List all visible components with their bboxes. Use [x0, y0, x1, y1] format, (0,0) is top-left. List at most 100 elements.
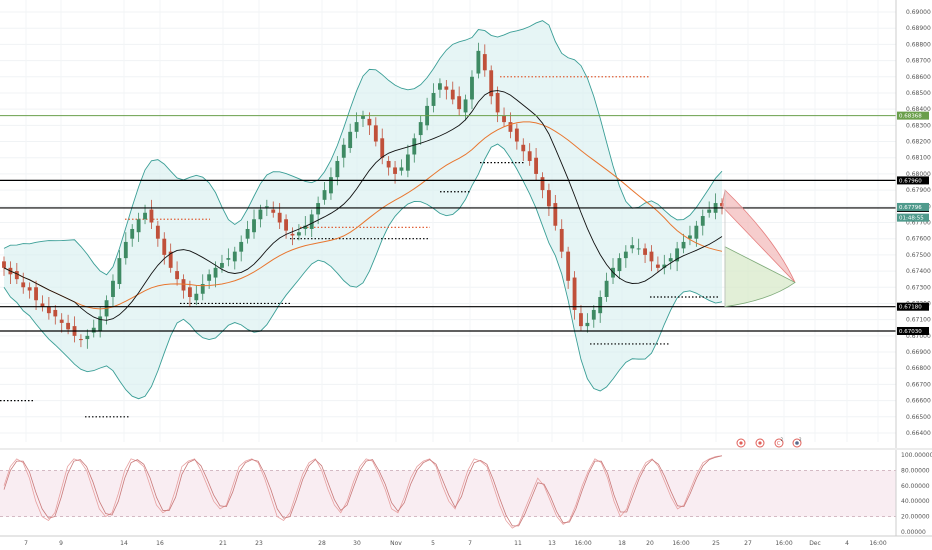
level-badge [897, 326, 929, 335]
candle-body [553, 203, 558, 226]
candle-body [508, 122, 513, 132]
candle-body [316, 203, 321, 215]
candle-body [213, 267, 218, 278]
ma-slow-line [3, 121, 723, 310]
candle-body [2, 261, 6, 268]
candle-body [655, 264, 660, 268]
time-tick-label: Nov [390, 540, 402, 547]
candle-body [143, 212, 147, 220]
time-tick-label: 27 [744, 540, 752, 547]
candle-body [393, 167, 397, 174]
oscillator-series-line [3, 455, 723, 529]
price-tick-label: 0.67300 [906, 284, 931, 291]
price-badge-label: 01:48:55 [899, 216, 924, 222]
candle-body [277, 212, 282, 223]
fan-upper [721, 189, 796, 283]
price-tick-label: 0.68800 [906, 41, 931, 48]
candle-body [527, 151, 532, 161]
oscillator-axis-ticks[interactable]: 100.00000 80.00000 60.00000 40.00000 20.0000… [901, 452, 932, 536]
candle-body [187, 287, 192, 297]
candle-body [450, 89, 455, 100]
candle-body [412, 138, 417, 155]
candle-body [34, 287, 38, 301]
candle-body [53, 309, 58, 317]
time-tick-label: Dec [809, 540, 821, 547]
candle-body [700, 216, 705, 226]
candle-body [604, 280, 609, 297]
moving-averages [3, 90, 723, 321]
candle-body [463, 99, 468, 113]
price-tick-label: 0.66700 [906, 381, 931, 388]
candle-body [534, 157, 539, 174]
time-tick-label: 14 [120, 540, 128, 547]
candle-body [482, 54, 487, 71]
candle-body [636, 248, 641, 250]
price-axis-ticks[interactable]: 0.69000 0.68900 0.68800 0.68700 0.68600 0.685… [906, 9, 931, 437]
time-axis-ticks[interactable]: 7 9 14 16 21 23 28 30 Nov 5 7 11 13 16:00 18 20 16:00 25 2… [24, 540, 887, 547]
candle-body [264, 206, 269, 208]
candle-body [284, 219, 288, 231]
candle-body [303, 225, 308, 229]
candle-body [123, 241, 128, 259]
time-tick-label: 7 [468, 540, 472, 547]
alert-icon[interactable] [736, 438, 746, 448]
candle-body [675, 248, 680, 262]
candle-body [226, 258, 231, 260]
candle-body [566, 251, 571, 281]
svg-text:2: 2 [799, 437, 802, 442]
price-tick-label: 0.68200 [906, 139, 931, 146]
candle-body [232, 251, 237, 262]
candle-body [688, 235, 692, 239]
oscillator-tick-label: 0.00000 [901, 529, 926, 536]
candle-body [643, 248, 647, 255]
projection-fan [721, 189, 796, 308]
oscillator-tick-label: 60.00000 [901, 483, 930, 490]
chart-tools: C 2 2 [736, 437, 802, 448]
candle-body [361, 115, 365, 119]
candle-body [649, 251, 654, 262]
price-tick-label: 0.68600 [906, 74, 931, 81]
candle-body [623, 251, 628, 259]
candle-body [514, 128, 519, 142]
price-tick-label: 0.68000 [906, 171, 931, 178]
candle-body [354, 122, 359, 132]
candle-body [117, 258, 122, 285]
horizontal-levels [0, 115, 896, 332]
candle-body [617, 258, 622, 272]
candle-body [85, 335, 90, 340]
time-tick-label: 9 [59, 540, 63, 547]
time-tick-label: 25 [712, 540, 720, 547]
ma-fast-line [3, 90, 723, 321]
candle-body [476, 50, 481, 74]
price-badge-label: 0.67796 [899, 205, 922, 211]
oscillator-tick-label: 80.00000 [901, 467, 930, 474]
bollinger-lower-line [3, 143, 723, 400]
fan-lower [724, 246, 796, 308]
alert-icon-2[interactable] [755, 438, 765, 448]
candle-body [79, 339, 83, 341]
refresh-icon[interactable]: C 2 [774, 437, 784, 448]
oscillator-tick-label: 40.00000 [901, 498, 930, 505]
candle-body [707, 209, 712, 213]
candle-body [630, 245, 635, 249]
candle-body [258, 209, 263, 220]
price-badges: 0.679600.677890.671800.670300.683680.677… [897, 111, 929, 335]
candle-body [418, 122, 423, 136]
price-tick-label: 0.67000 [906, 333, 931, 340]
candle-body [348, 131, 353, 149]
candle-body [386, 160, 391, 168]
candle-body [681, 241, 686, 249]
candle-body [27, 287, 32, 291]
candle-body [540, 177, 545, 191]
price-tick-label: 0.68400 [906, 106, 931, 113]
price-tick-label: 0.67100 [906, 317, 931, 324]
price-tick-label: 0.68700 [906, 58, 931, 65]
time-tick-label: 18 [618, 540, 626, 547]
price-tick-label: 0.67900 [906, 187, 931, 194]
level-badge [897, 176, 929, 185]
settings-icon[interactable]: 2 [792, 437, 802, 448]
candle-body [457, 96, 462, 110]
candle-body [14, 271, 19, 280]
candle-body [559, 228, 564, 252]
time-tick-label: 16:00 [869, 540, 886, 547]
